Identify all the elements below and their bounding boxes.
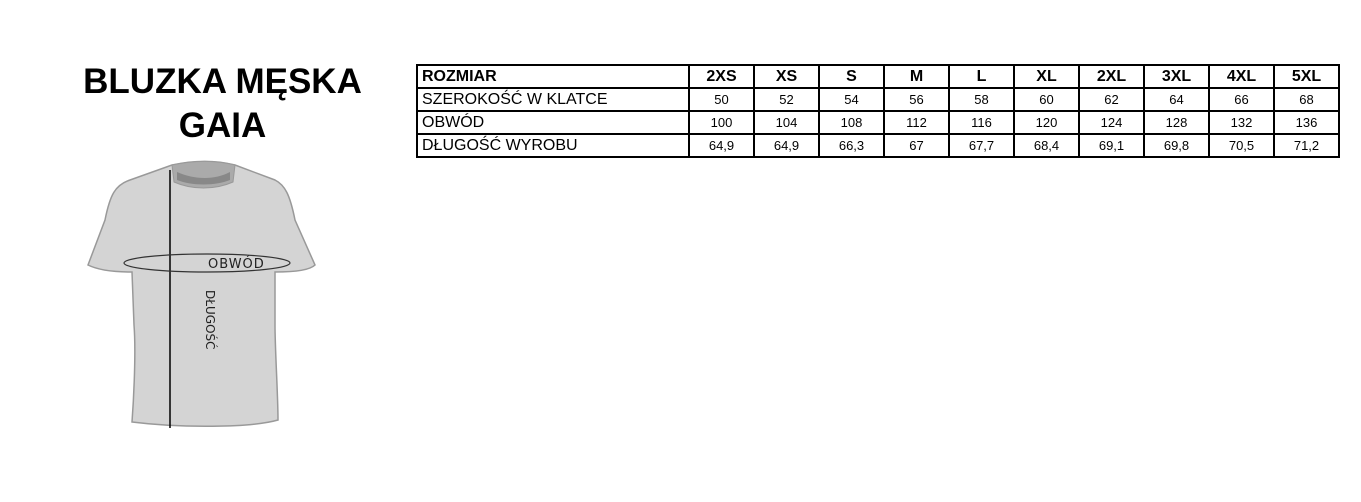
length-label: DŁUGOŚĆ: [203, 290, 218, 350]
table-cell: 70,5: [1208, 133, 1275, 158]
size-header: XL: [1013, 64, 1080, 89]
table-cell: 136: [1273, 110, 1340, 135]
tshirt-diagram: OBWÓD DŁUGOŚĆ: [87, 160, 316, 428]
girth-label: OBWÓD: [208, 256, 265, 272]
size-header: M: [883, 64, 950, 89]
size-header: L: [948, 64, 1015, 89]
table-cell: 69,1: [1078, 133, 1145, 158]
table-row: SZEROKOŚĆ W KLATCE 50 52 54 56 58 60 62 64 66 68: [416, 87, 1340, 112]
table-cell: 50: [688, 87, 755, 112]
table-cell: 69,8: [1143, 133, 1210, 158]
tshirt-body: [87, 160, 316, 428]
table-cell: 64,9: [688, 133, 755, 158]
table-cell: 120: [1013, 110, 1080, 135]
table-row: DŁUGOŚĆ WYROBU 64,9 64,9 66,3 67 67,7 68,4 69,1…: [416, 133, 1340, 158]
table-cell: 58: [948, 87, 1015, 112]
title-line-1: BLUZKA MĘSKA: [83, 62, 362, 101]
table-cell: 66,3: [818, 133, 885, 158]
table-cell: 62: [1078, 87, 1145, 112]
table-cell: 108: [818, 110, 885, 135]
table-cell: 54: [818, 87, 885, 112]
table-header-row: ROZMIAR 2XS XS S M L XL 2XL 3XL 4XL 5XL: [416, 64, 1340, 89]
table-cell: 104: [753, 110, 820, 135]
size-header: 4XL: [1208, 64, 1275, 89]
row-label: OBWÓD: [416, 110, 690, 135]
table-cell: 112: [883, 110, 950, 135]
table-cell: 56: [883, 87, 950, 112]
collar-inner: [177, 172, 230, 185]
table-cell: 68: [1273, 87, 1340, 112]
table-cell: 116: [948, 110, 1015, 135]
table-cell: 71,2: [1273, 133, 1340, 158]
title-line-2: GAIA: [178, 106, 267, 145]
table-cell: 52: [753, 87, 820, 112]
table-cell: 68,4: [1013, 133, 1080, 158]
table-cell: 124: [1078, 110, 1145, 135]
table-cell: 60: [1013, 87, 1080, 112]
table-cell: 66: [1208, 87, 1275, 112]
table-cell: 67: [883, 133, 950, 158]
table-cell: 67,7: [948, 133, 1015, 158]
size-header: 5XL: [1273, 64, 1340, 89]
table-cell: 128: [1143, 110, 1210, 135]
table-cell: 132: [1208, 110, 1275, 135]
table-cell: 100: [688, 110, 755, 135]
table-cell: 64: [1143, 87, 1210, 112]
row-label: SZEROKOŚĆ W KLATCE: [416, 87, 690, 112]
header-label: ROZMIAR: [416, 64, 690, 89]
girth-ellipse: [123, 253, 291, 273]
size-header: S: [818, 64, 885, 89]
row-label: DŁUGOŚĆ WYROBU: [416, 133, 690, 158]
product-title: BLUZKA MĘSKA GAIA: [60, 60, 385, 148]
size-header: 2XS: [688, 64, 755, 89]
size-header: 2XL: [1078, 64, 1145, 89]
table-row: OBWÓD 100 104 108 112 116 120 124 128 132 136: [416, 110, 1340, 135]
table-cell: 64,9: [753, 133, 820, 158]
size-table: ROZMIAR 2XS XS S M L XL 2XL 3XL 4XL 5XL …: [416, 64, 1340, 158]
size-header: 3XL: [1143, 64, 1210, 89]
size-header: XS: [753, 64, 820, 89]
